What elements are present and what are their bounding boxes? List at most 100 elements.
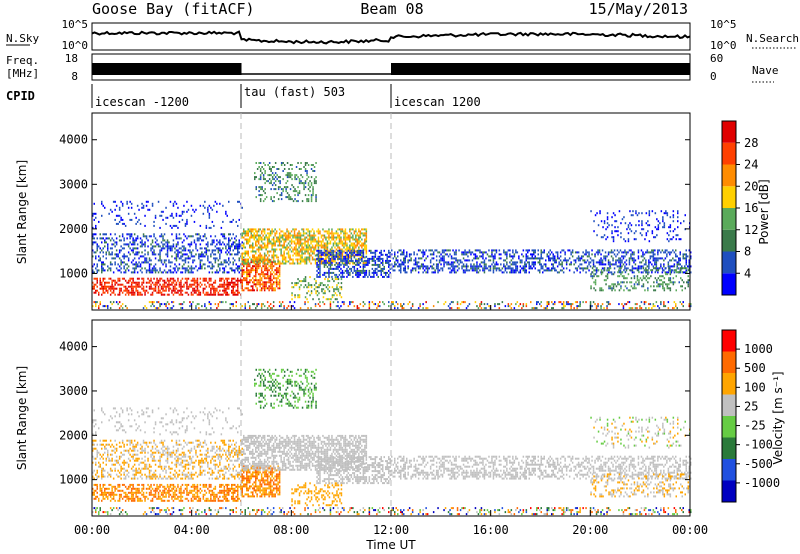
power-cell	[400, 265, 402, 268]
power-cell	[328, 269, 330, 272]
power-cell	[397, 261, 399, 264]
power-cell	[144, 224, 146, 227]
power-cell	[353, 232, 356, 235]
power-cell	[297, 200, 299, 203]
power-cell	[650, 275, 652, 278]
power-cell	[531, 257, 533, 260]
power-cell	[373, 303, 375, 306]
power-cell	[214, 271, 217, 274]
power-cell	[394, 261, 396, 264]
power-cell	[446, 249, 448, 252]
power-cell	[359, 240, 362, 243]
power-cell	[607, 253, 610, 256]
power-cell	[281, 244, 284, 247]
power-cell	[255, 162, 257, 164]
power-cell	[341, 228, 344, 231]
power-cell	[132, 279, 134, 282]
power-cell	[295, 284, 298, 287]
power-cell	[349, 256, 351, 259]
power-cell	[274, 176, 277, 179]
freq-panel: Freq. [MHz] 18 8 60 0 Nave	[6, 52, 779, 83]
power-cell	[247, 269, 249, 272]
power-cell	[346, 261, 348, 264]
power-cell	[349, 240, 351, 243]
power-cell	[551, 257, 553, 260]
power-cell	[115, 255, 118, 258]
power-cell	[662, 269, 664, 272]
power-cell	[296, 236, 299, 239]
power-cell	[285, 188, 287, 191]
power-cell	[135, 267, 137, 270]
power-cell	[109, 289, 112, 292]
power-cell	[639, 261, 641, 264]
power-cell	[302, 246, 305, 249]
power-cell	[166, 251, 169, 254]
power-cell	[350, 236, 353, 239]
power-cell	[269, 234, 272, 237]
power-cell	[284, 240, 287, 243]
power-cell	[664, 257, 667, 260]
power-cell	[364, 271, 366, 274]
power-cell	[269, 265, 272, 268]
power-cell	[272, 275, 275, 278]
power-cell	[293, 240, 296, 243]
power-cell	[358, 262, 360, 265]
power-cell	[243, 271, 245, 274]
power-cell	[677, 210, 679, 213]
power-cell	[601, 249, 604, 252]
power-cell	[328, 267, 330, 270]
power-cell	[247, 271, 249, 274]
power-cell	[260, 238, 263, 241]
power-cell	[129, 218, 131, 221]
power-cell	[178, 289, 181, 292]
power-cell	[151, 281, 154, 284]
power-cell	[259, 252, 261, 255]
power-cell	[302, 234, 305, 237]
power-cell	[102, 263, 104, 266]
power-cell	[183, 239, 185, 242]
power-cell	[268, 162, 271, 164]
power-cell	[268, 250, 270, 253]
power-cell	[519, 271, 522, 274]
power-cell	[92, 243, 94, 246]
power-cell	[299, 307, 302, 310]
power-cell	[244, 234, 246, 237]
power-cell	[256, 303, 258, 306]
power-cell	[335, 253, 338, 256]
power-cell	[148, 285, 151, 288]
power-cell	[271, 200, 274, 203]
power-cell	[585, 253, 587, 256]
power-cell	[316, 265, 318, 268]
power-cell	[117, 222, 119, 225]
power-cell	[264, 182, 266, 185]
power-cell	[169, 200, 172, 203]
power-cell	[136, 283, 139, 286]
power-cell	[534, 263, 536, 266]
power-cell	[559, 255, 562, 258]
power-cell	[626, 281, 628, 284]
power-cell	[341, 250, 344, 253]
power-cell	[492, 257, 495, 260]
power-cell	[232, 257, 234, 260]
power-cell	[260, 289, 263, 292]
power-cell	[619, 249, 622, 252]
power-cell	[133, 293, 136, 296]
power-cell	[286, 246, 288, 249]
power-cell	[142, 289, 145, 292]
power-cell	[118, 249, 121, 252]
power-cell	[108, 285, 110, 288]
power-cell	[602, 226, 604, 229]
power-cell	[213, 285, 215, 288]
power-cell	[317, 303, 320, 306]
power-cell	[99, 301, 101, 304]
power-cell	[669, 251, 671, 254]
power-cell	[623, 238, 625, 241]
power-cell	[181, 265, 184, 268]
power-cell	[120, 287, 122, 290]
power-cell	[114, 263, 116, 266]
power-cell	[651, 249, 653, 252]
power-cell	[142, 243, 145, 246]
power-cell	[196, 287, 199, 290]
power-cell	[254, 178, 256, 181]
power-cell	[308, 254, 311, 257]
